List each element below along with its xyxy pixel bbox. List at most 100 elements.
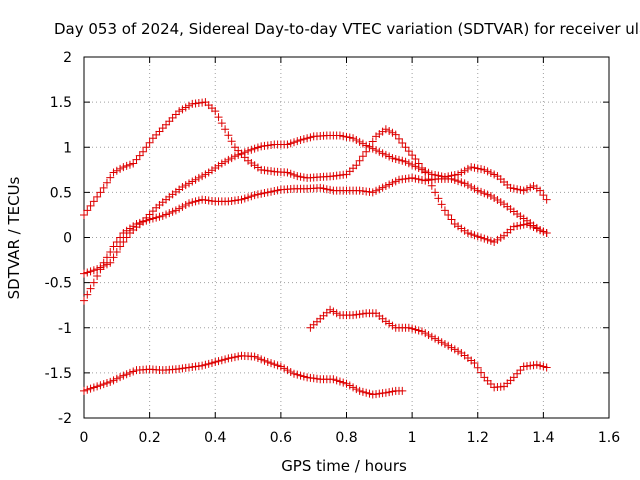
- data-point-marker: [355, 386, 364, 395]
- data-point-marker: [244, 193, 253, 202]
- data-point-marker: [290, 369, 298, 378]
- data-point-marker: [345, 133, 354, 142]
- data-point-marker: [250, 352, 259, 361]
- data-point-marker: [391, 177, 400, 186]
- data-point-marker: [257, 355, 266, 364]
- data-point-marker: [102, 178, 111, 187]
- data-point-marker: [526, 183, 535, 192]
- data-point-marker: [99, 380, 108, 389]
- data-point-marker: [388, 178, 397, 187]
- data-point-marker: [509, 184, 518, 193]
- data-point-marker: [158, 124, 167, 133]
- data-point-marker: [388, 128, 397, 137]
- data-point-marker: [185, 101, 193, 110]
- data-point-marker: [214, 113, 223, 122]
- data-point-marker: [125, 368, 134, 377]
- data-point-marker: [381, 388, 390, 397]
- data-point-marker: [109, 242, 118, 251]
- data-point-marker: [204, 359, 213, 368]
- data-point-marker: [83, 385, 92, 394]
- data-point-marker: [513, 221, 522, 230]
- data-point-marker: [273, 186, 282, 195]
- data-point-marker: [483, 376, 492, 385]
- data-point-marker: [417, 165, 426, 174]
- data-point-marker: [155, 127, 164, 136]
- data-point-marker: [493, 196, 502, 205]
- data-point-marker: [129, 159, 138, 168]
- data-point-marker: [191, 175, 200, 184]
- data-point-marker: [283, 168, 292, 177]
- data-point-marker: [536, 226, 545, 235]
- data-point-marker: [299, 372, 308, 381]
- data-point-marker: [470, 231, 479, 240]
- data-point-marker: [221, 355, 230, 364]
- data-point-marker: [398, 139, 407, 148]
- data-markers: [80, 98, 551, 399]
- data-point-marker: [352, 385, 361, 394]
- data-point-marker: [470, 163, 479, 172]
- data-point-marker: [424, 168, 433, 177]
- data-point-marker: [477, 187, 486, 196]
- data-point-marker: [398, 386, 407, 395]
- data-point-marker: [112, 374, 121, 383]
- data-point-marker: [260, 189, 269, 198]
- data-point-marker: [496, 198, 505, 207]
- data-point-marker: [444, 210, 453, 219]
- data-point-marker: [125, 160, 134, 169]
- data-point-marker: [411, 162, 420, 171]
- data-point-marker: [404, 323, 413, 332]
- data-point-marker: [162, 210, 171, 219]
- data-point-marker: [135, 151, 144, 160]
- data-point-marker: [431, 188, 440, 197]
- data-point-marker: [217, 356, 226, 365]
- data-point-marker: [467, 182, 476, 191]
- data-point-marker: [240, 148, 249, 157]
- data-point-marker: [401, 157, 410, 166]
- data-point-marker: [80, 269, 88, 278]
- data-point-marker: [411, 154, 420, 163]
- data-point-marker: [532, 360, 541, 369]
- data-point-marker: [414, 164, 423, 173]
- data-point-marker: [306, 133, 315, 142]
- data-point-marker: [365, 143, 374, 152]
- data-point-marker: [122, 161, 131, 170]
- data-point-marker: [293, 137, 302, 146]
- data-point-marker: [286, 169, 295, 178]
- y-tick-label: -1.5: [45, 366, 72, 382]
- x-tick-label: 1.2: [467, 430, 489, 446]
- data-point-marker: [230, 152, 239, 161]
- data-point-marker: [490, 238, 499, 247]
- data-point-marker: [119, 371, 128, 380]
- data-point-marker: [450, 175, 459, 184]
- data-point-marker: [280, 364, 289, 373]
- data-point-marker: [106, 377, 115, 386]
- data-point-marker: [536, 361, 545, 370]
- data-point-marker: [112, 238, 121, 247]
- data-point-marker: [201, 360, 210, 369]
- data-point-marker: [290, 170, 298, 179]
- data-point-marker: [221, 125, 230, 134]
- data-point-marker: [457, 168, 466, 177]
- data-point-marker: [145, 138, 154, 147]
- series-5: [306, 305, 551, 392]
- data-point-marker: [322, 185, 331, 194]
- data-point-marker: [349, 383, 358, 392]
- data-point-marker: [194, 173, 203, 182]
- data-point-marker: [102, 260, 111, 269]
- data-point-marker: [253, 353, 262, 362]
- data-point-marker: [263, 358, 272, 367]
- data-point-marker: [217, 119, 226, 128]
- data-point-marker: [217, 159, 226, 168]
- data-point-marker: [188, 198, 197, 207]
- data-point-marker: [398, 156, 407, 165]
- data-point-marker: [378, 149, 387, 158]
- data-point-marker: [293, 172, 302, 181]
- data-point-marker: [237, 195, 246, 204]
- data-point-marker: [145, 215, 154, 224]
- data-point-marker: [509, 222, 518, 231]
- data-point-marker: [335, 377, 344, 386]
- data-point-marker: [234, 150, 243, 159]
- data-point-marker: [496, 233, 505, 242]
- data-point-marker: [339, 378, 348, 387]
- y-tick-label: -2: [58, 411, 72, 427]
